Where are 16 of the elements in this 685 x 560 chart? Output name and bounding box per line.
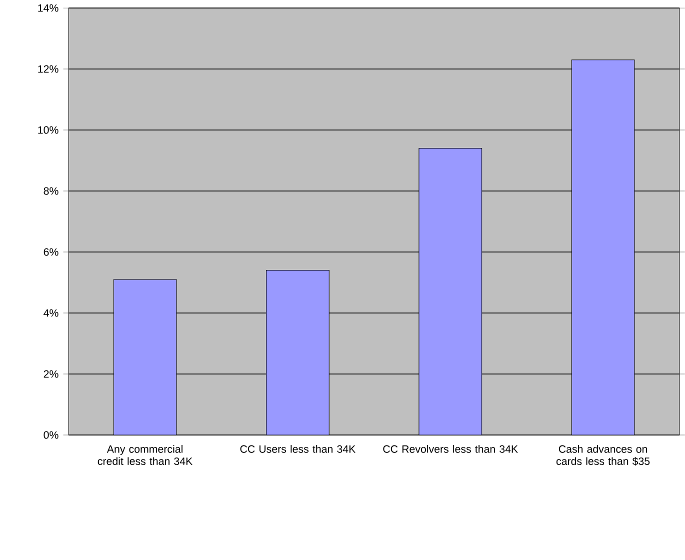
y-tick-label: 2% — [44, 370, 58, 378]
y-tick-label: 6% — [44, 248, 58, 256]
x-tick-label: Any commercial credit less than 34K — [98, 444, 193, 465]
bar — [113, 279, 177, 435]
x-tick-label: CC Revolvers less than 34K — [383, 444, 518, 453]
y-tick-label: 0% — [44, 431, 58, 439]
bar — [418, 148, 482, 435]
y-tick-label: 12% — [38, 65, 58, 73]
y-tick-label: 14% — [38, 4, 58, 12]
bar — [571, 60, 635, 435]
y-tick-label: 10% — [38, 126, 58, 134]
y-tick-label: 8% — [44, 187, 58, 195]
x-tick-label: Cash advances on cards less than $35 — [556, 444, 650, 466]
x-tick-label: CC Users less than 34K — [240, 444, 356, 453]
y-tick-label: 4% — [44, 309, 58, 317]
bar — [266, 270, 330, 435]
